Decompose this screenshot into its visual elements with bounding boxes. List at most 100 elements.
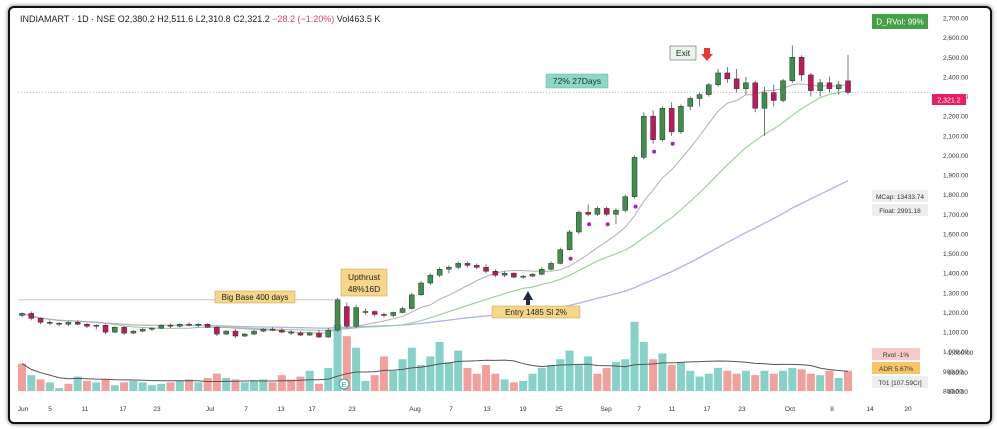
upthrust-box: [340, 268, 388, 297]
volume-bar: [203, 378, 212, 391]
price-tick-label: 1,200.00: [943, 310, 969, 317]
candle-body: [659, 108, 666, 140]
price-tick-label: 1,000.00: [943, 349, 969, 356]
candle-body: [715, 72, 721, 85]
date-tick-label: 20: [904, 406, 912, 413]
date-tick-label: 23: [348, 406, 356, 413]
price-tick-label: 2,700.00: [943, 16, 969, 23]
candle-body: [121, 326, 127, 334]
volume-bar: [528, 373, 537, 391]
volume-bar: [110, 385, 119, 391]
price-tick-label: 1,800.00: [943, 192, 969, 199]
upthrust-label-line2: 48%16D: [348, 284, 381, 294]
volume-bar: [259, 379, 268, 391]
price-tick-label: 2,500.00: [943, 55, 969, 62]
volume-bar: [268, 382, 277, 391]
volume-bar: [714, 367, 723, 391]
signal-dot: [605, 222, 610, 227]
upthrust-annotation: Upthrust 48%16D: [340, 268, 388, 297]
candle-body: [334, 299, 341, 331]
ma-slow-line: [21, 180, 849, 329]
candle-body: [177, 324, 183, 327]
candle-body: [427, 274, 434, 284]
candle-body: [102, 324, 109, 333]
volume-bar: [157, 383, 166, 391]
volume-tick-label: 900.00: [948, 370, 968, 377]
candle-body: [687, 98, 693, 107]
volume-bar: [751, 375, 760, 391]
volume-bar: [287, 379, 296, 391]
date-tick-label: 17: [703, 406, 711, 413]
volume-bar: [101, 379, 110, 391]
volume-bar: [454, 350, 463, 391]
chart-window: 800.00 900.00 1,000.00 1,100.00 1,200.00 1,30…: [8, 6, 992, 424]
candle-body: [84, 324, 90, 327]
close-value: C2,321.2: [233, 14, 270, 24]
volume-bar: [82, 380, 91, 391]
candle-body: [511, 272, 517, 278]
rvol-badge: Rvol -1%: [883, 352, 910, 359]
rvol-badge-box: [872, 348, 920, 360]
candle-body: [483, 267, 489, 272]
candle-body: [613, 210, 619, 215]
volume-bar: [658, 353, 667, 391]
volume-bar: [611, 362, 620, 391]
date-tick-label: 23: [153, 406, 161, 413]
volume-bar: [565, 350, 574, 391]
date-tick-label: Aug: [409, 406, 421, 413]
date-tick-label: 8: [830, 406, 834, 413]
candle-body: [74, 322, 81, 325]
candle-body: [409, 294, 415, 309]
signal-dot: [633, 204, 638, 209]
volume-bar: [250, 380, 259, 391]
d-rvol-badge: D_RVol: 99%: [876, 18, 923, 27]
volume-bar: [630, 321, 639, 391]
candle-body: [297, 332, 304, 336]
change-value: −28.2 (−1.20%): [272, 14, 335, 24]
price-tick-label: 2,200.00: [943, 114, 969, 121]
candle-body: [696, 94, 703, 99]
volume-bar: [342, 336, 351, 391]
volume-tick-label: 800.00: [948, 389, 968, 396]
volume-bar: [389, 370, 398, 391]
volume-bar: [519, 380, 528, 391]
volume-bar: [667, 365, 676, 391]
candle-body: [37, 318, 44, 323]
candle-body: [817, 82, 823, 91]
candle-body: [158, 324, 164, 329]
candle-body: [566, 231, 573, 250]
volume-bar: [723, 370, 732, 391]
candle-body: [548, 263, 554, 270]
candle-body: [418, 282, 424, 296]
d-rvol-badge-box: [872, 14, 928, 29]
candle-body: [529, 273, 536, 277]
volume-bar: [779, 370, 788, 391]
volume-bar: [797, 369, 806, 391]
volume-bar: [18, 363, 26, 391]
price-tick-label: 900.00: [943, 369, 963, 376]
price-tick-label: 2,600.00: [943, 35, 969, 42]
volume-bar: [602, 367, 611, 391]
candle-body: [65, 322, 72, 325]
volume-bar: [788, 367, 797, 391]
float-badge: Float: 2991.18: [879, 208, 921, 215]
candle-body: [576, 212, 582, 233]
candle-body: [520, 275, 526, 278]
volume-bar: [147, 385, 156, 391]
candle-body: [724, 72, 731, 80]
price-tick-label: 2,100.00: [943, 133, 969, 140]
price-tick-label: 2,000.00: [943, 153, 969, 160]
price-chart[interactable]: 800.00 900.00 1,000.00 1,100.00 1,200.00 1,30…: [10, 8, 990, 422]
candle-body: [706, 84, 712, 95]
candle-body: [241, 333, 248, 337]
candle-body: [631, 157, 638, 197]
exit-arrow-icon: [701, 48, 713, 61]
candle-body: [288, 331, 294, 334]
volume-bar: [547, 365, 556, 391]
candle-body: [279, 329, 285, 333]
volume-bar: [704, 373, 713, 391]
candle-body: [752, 82, 758, 109]
date-tick-label: 23: [738, 406, 746, 413]
date-tick-label: 25: [555, 406, 563, 413]
volume-bar: [769, 373, 778, 391]
